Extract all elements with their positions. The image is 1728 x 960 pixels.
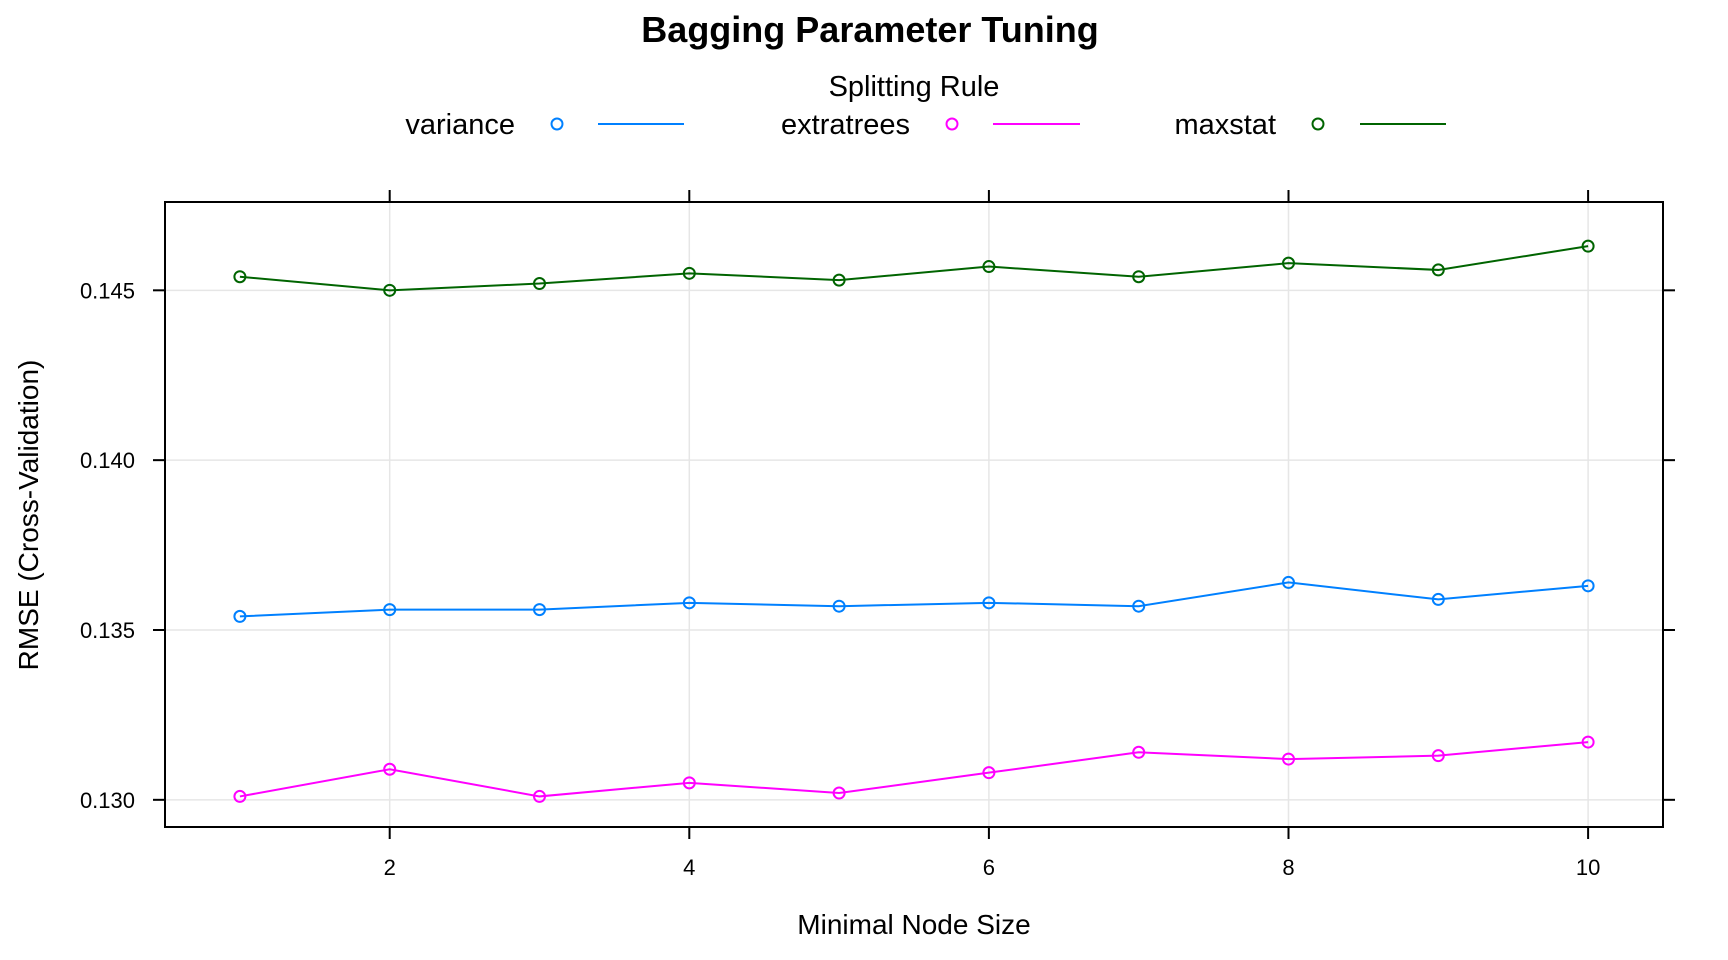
axes: 2 4 6 8 10 0.130 0.135 0.140 0.145 [80, 190, 1675, 880]
variance-point [1132, 599, 1146, 613]
variance-point [383, 603, 397, 617]
series-layer [233, 239, 1595, 803]
x-axis-label: Minimal Node Size [797, 909, 1030, 940]
extratrees-point [982, 766, 996, 780]
extratrees-point [1581, 735, 1595, 749]
extratrees-point [233, 789, 247, 803]
variance-point [233, 609, 247, 623]
y-tick-label: 0.130 [80, 788, 135, 813]
x-tick-label: 4 [683, 855, 695, 880]
maxstat-point [533, 277, 546, 291]
legend: variance extratrees maxstat [405, 109, 1446, 141]
variance-point [682, 596, 696, 610]
y-tick-label: 0.135 [80, 618, 135, 643]
legend-label-maxstat: maxstat [1174, 109, 1276, 141]
extratrees-point [1431, 749, 1445, 763]
legend-point-variance [550, 117, 564, 131]
extratrees-point [682, 776, 696, 790]
x-tick-label: 8 [1282, 855, 1294, 880]
variance-point [1282, 575, 1295, 589]
y-tick-label: 0.145 [80, 278, 135, 303]
maxstat-point [233, 270, 247, 284]
variance-line [239, 581, 1589, 618]
legend-item-maxstat: maxstat [1174, 109, 1446, 141]
variance-point [533, 603, 546, 617]
series-maxstat [233, 239, 1595, 297]
maxstat-point [982, 260, 996, 274]
maxstat-point [383, 283, 397, 297]
legend-title: Splitting Rule [829, 71, 1000, 103]
x-tick-label: 6 [983, 855, 995, 880]
variance-point [982, 596, 996, 610]
maxstat-point [1132, 270, 1146, 284]
y-axis-label: RMSE (Cross-Validation) [13, 360, 44, 671]
legend-point-maxstat [1311, 117, 1325, 131]
legend-item-extratrees: extratrees [781, 109, 1080, 141]
extratrees-point [1282, 752, 1295, 766]
series-extratrees [233, 735, 1595, 803]
legend-point-extratrees [945, 117, 959, 131]
legend-label-variance: variance [405, 109, 515, 141]
maxstat-point [1431, 263, 1445, 277]
maxstat-point [682, 266, 696, 280]
variance-point [832, 599, 846, 613]
variance-point [1581, 579, 1595, 593]
x-tick-label: 2 [384, 855, 396, 880]
extratrees-point [383, 762, 397, 776]
chart-title: Bagging Parameter Tuning [641, 9, 1098, 50]
legend-label-extratrees: extratrees [781, 109, 910, 141]
extratrees-point [832, 786, 846, 800]
grid [165, 202, 1663, 827]
maxstat-line [239, 245, 1589, 292]
extratrees-point [1132, 745, 1146, 759]
extratrees-point [533, 789, 546, 803]
plot-frame [164, 201, 1664, 828]
maxstat-point [1581, 239, 1595, 253]
legend-item-variance: variance [405, 109, 684, 141]
extratrees-line [239, 741, 1589, 798]
y-tick-label: 0.140 [80, 448, 135, 473]
x-tick-label: 10 [1576, 855, 1600, 880]
variance-point [1431, 592, 1445, 606]
series-variance [233, 575, 1595, 623]
maxstat-point [832, 273, 846, 287]
maxstat-point [1282, 256, 1295, 270]
